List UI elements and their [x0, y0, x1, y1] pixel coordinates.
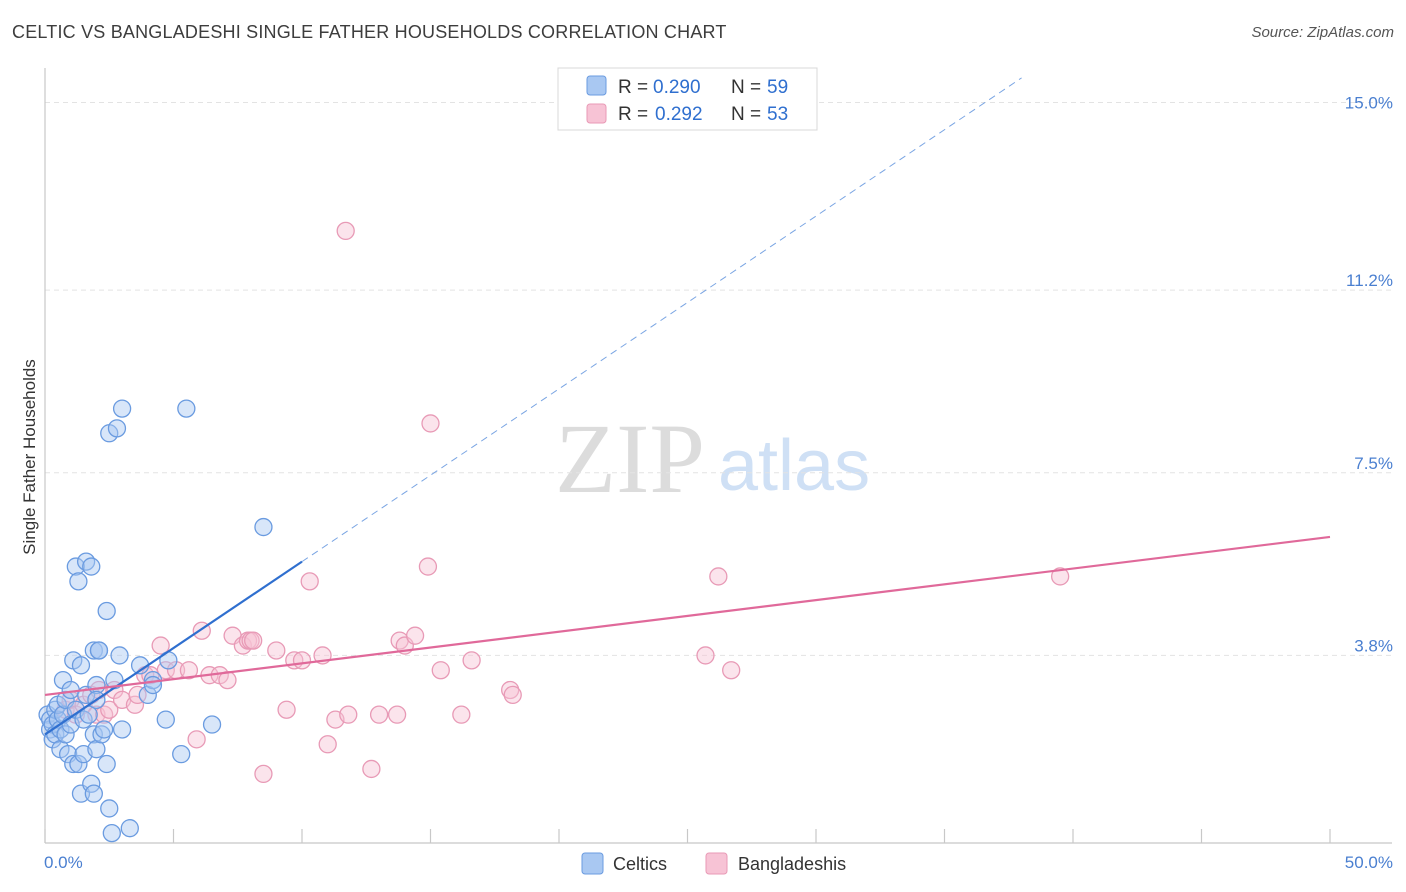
- bangladeshis-point: [267, 641, 286, 660]
- bangladeshis-point: [318, 735, 337, 754]
- celtics-point: [84, 641, 103, 660]
- bangladeshis-point: [696, 646, 715, 665]
- y-tick-label: 7.5%: [1354, 454, 1393, 473]
- bangladeshis-point: [362, 759, 381, 779]
- watermark-atlas: atlas: [718, 426, 870, 506]
- y-tick-label: 3.8%: [1354, 636, 1393, 655]
- celtics-series-label: Celtics: [613, 854, 667, 874]
- bangladeshis-point: [128, 685, 147, 705]
- celtics-point: [107, 419, 127, 438]
- bangladeshis-point: [462, 651, 481, 670]
- bangladeshis-n-value: 53: [767, 104, 788, 125]
- bangladeshis-point: [387, 705, 407, 724]
- bangladeshis-r-value: 0.292: [655, 104, 703, 125]
- bangladeshis-trend-line: [44, 535, 1331, 697]
- celtics-point: [177, 399, 196, 418]
- bangladeshis-point: [277, 700, 296, 719]
- celtics-point: [76, 552, 96, 571]
- celtics-point: [53, 670, 73, 690]
- series-legend: Celtics Bangladeshis: [581, 852, 846, 875]
- celtics-point: [56, 725, 75, 744]
- celtics-point: [112, 720, 132, 739]
- bangladeshis-point: [452, 705, 471, 724]
- celtics-point: [102, 823, 121, 843]
- watermark: ZIP atlas: [555, 403, 870, 514]
- celtics-series-swatch: [581, 852, 604, 875]
- bangladeshis-series-label: Bangladeshis: [738, 854, 846, 874]
- celtics-point: [69, 754, 88, 774]
- source-label: Source: ZipAtlas.com: [1251, 24, 1394, 41]
- bangladeshis-n-label: N =: [731, 104, 761, 125]
- bangladeshis-point: [187, 730, 206, 749]
- celtics-point: [172, 744, 191, 764]
- celtics-legend-swatch: [586, 75, 607, 96]
- y-tick-label: 11.2%: [1346, 271, 1393, 290]
- chart-title: CELTIC VS BANGLADESHI SINGLE FATHER HOUS…: [12, 22, 727, 42]
- bangladeshis-point: [336, 221, 355, 241]
- bangladeshis-point: [300, 572, 319, 591]
- stats-legend: R = 0.290 N = 59 R = 0.292 N = 53: [557, 67, 818, 131]
- celtics-point: [100, 799, 119, 818]
- celtics-point: [74, 710, 93, 729]
- x-tick-label-min: 0.0%: [44, 853, 83, 872]
- celtics-point: [110, 646, 129, 665]
- bangladeshis-point: [254, 764, 273, 784]
- celtics-r-value: 0.290: [653, 77, 701, 98]
- bangladeshis-point: [94, 705, 114, 724]
- celtics-point: [143, 675, 163, 695]
- celtics-point: [202, 715, 222, 734]
- celtics-point: [69, 572, 88, 591]
- bangladeshis-point: [339, 705, 358, 724]
- bangladeshis-points: [56, 221, 1070, 784]
- trend-lines: [44, 77, 1331, 736]
- bangladeshis-point: [151, 636, 170, 655]
- bangladeshis-point: [722, 661, 741, 680]
- y-tick-labels: 3.8% 7.5% 11.2% 15.0%: [1345, 94, 1393, 656]
- bangladeshis-point: [100, 700, 119, 719]
- bangladeshis-point: [244, 631, 263, 650]
- bangladeshis-point: [709, 567, 728, 586]
- bangladeshis-legend-swatch: [586, 103, 607, 124]
- bangladeshis-point: [421, 414, 440, 433]
- bangladeshis-point: [501, 680, 520, 700]
- celtics-point: [120, 819, 139, 838]
- y-axis-title: Single Father Households: [20, 359, 39, 555]
- celtics-point: [94, 720, 114, 739]
- celtics-point: [92, 725, 111, 744]
- celtics-n-value: 59: [767, 77, 788, 98]
- celtics-trend-line: [44, 560, 303, 736]
- celtics-r-label: R =: [618, 77, 648, 98]
- celtics-n-label: N =: [731, 77, 761, 98]
- bangladeshis-point: [369, 705, 389, 724]
- bangladeshis-point: [405, 626, 425, 645]
- bangladeshis-point: [503, 685, 522, 705]
- bangladeshis-point: [292, 651, 312, 670]
- x-axis-ticks: [44, 829, 1331, 843]
- celtics-point: [97, 754, 116, 774]
- y-tick-label: 15.0%: [1345, 94, 1393, 113]
- bangladeshis-point: [1051, 567, 1070, 586]
- celtics-point: [89, 641, 109, 660]
- bangladeshis-point: [418, 557, 438, 576]
- bangladeshis-point: [179, 661, 199, 680]
- watermark-zip: ZIP: [555, 403, 705, 514]
- celtics-point: [84, 725, 103, 744]
- celtics-point: [82, 557, 101, 576]
- celtics-trend-extension: [301, 77, 1022, 563]
- celtics-point: [71, 656, 91, 675]
- bangladeshis-point: [431, 661, 450, 680]
- celtics-point: [97, 601, 116, 621]
- celtics-point: [112, 399, 132, 418]
- bangladeshis-series-swatch: [705, 852, 728, 875]
- celtics-point: [84, 784, 103, 803]
- x-tick-label-max: 50.0%: [1345, 853, 1393, 872]
- celtics-point: [66, 557, 85, 576]
- celtics-point: [254, 517, 273, 537]
- bangladeshis-r-label: R =: [618, 104, 648, 125]
- celtics-points: [38, 399, 273, 843]
- celtics-point: [156, 710, 175, 729]
